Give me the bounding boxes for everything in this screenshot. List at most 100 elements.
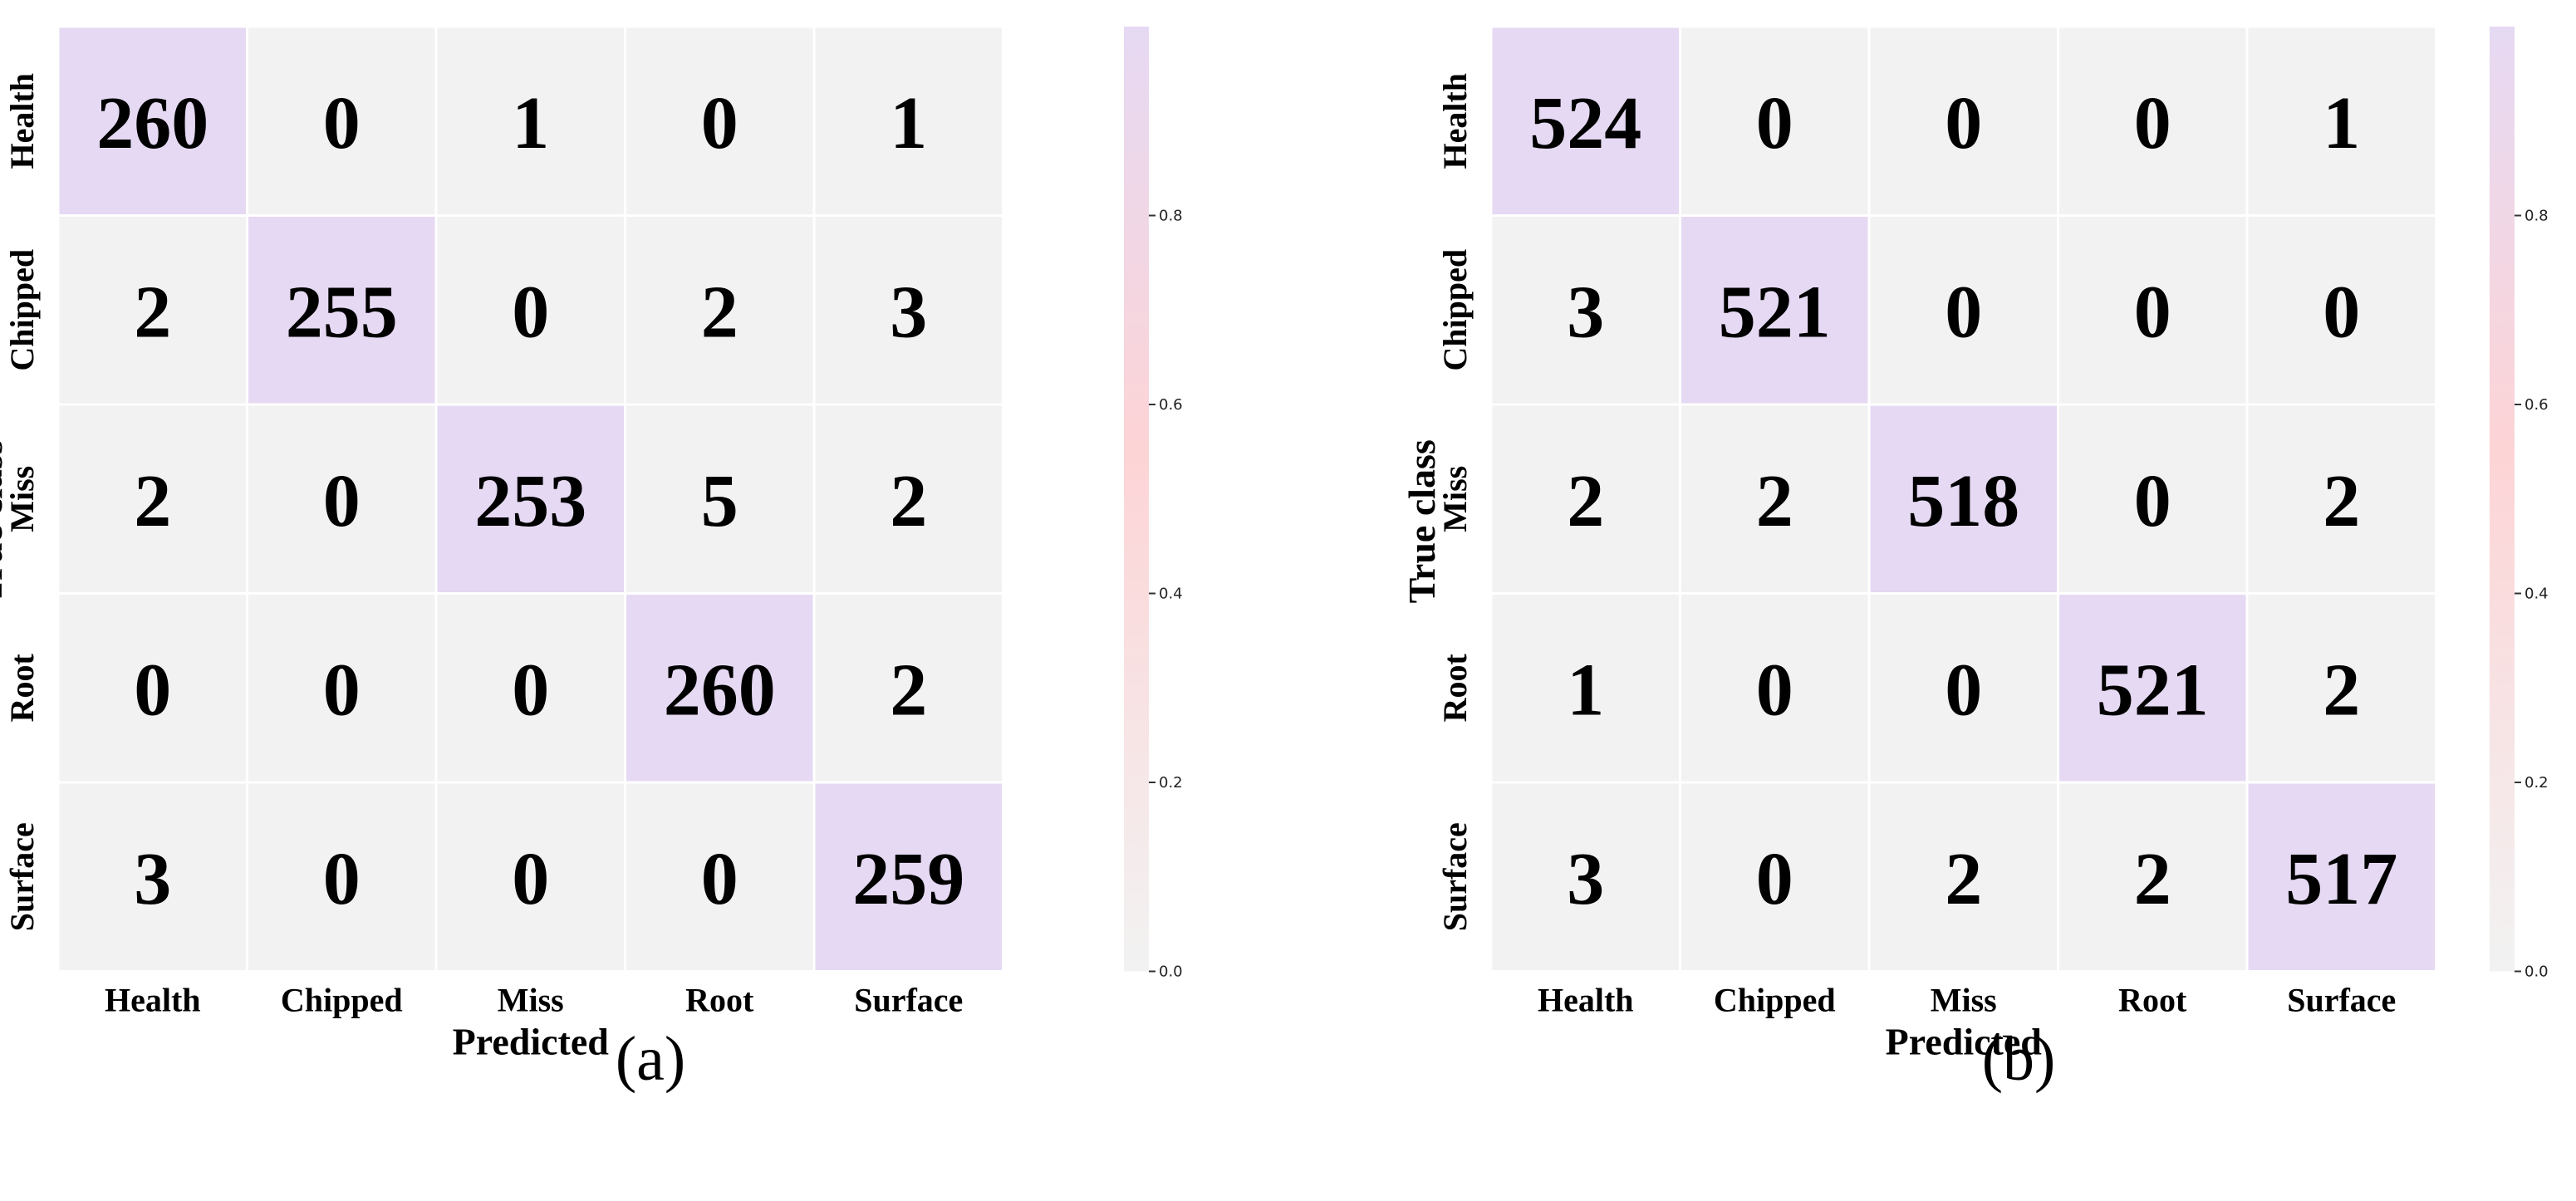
colorbar-tick-label: 0.6 bbox=[2524, 396, 2549, 414]
y-axis-label: True class bbox=[0, 439, 10, 603]
cell-value-label: 524 bbox=[1529, 82, 1641, 164]
heatmap-cell bbox=[624, 25, 816, 217]
heatmap-cell bbox=[1679, 214, 1871, 406]
heatmap-panel-2: 524 0 0 0 1 3 521 0 0 0 2 2 518 0 2 1 0 0 521 2 3 0 2 2 517 Healt… bbox=[1401, 25, 2549, 1094]
heatmap-cell bbox=[812, 781, 1004, 973]
heatmap-cell bbox=[2057, 403, 2249, 595]
cell-value-label: 1 bbox=[2323, 82, 2360, 164]
cell-value-label: 260 bbox=[664, 649, 776, 731]
heatmap-cell bbox=[434, 214, 626, 406]
x-tick-label: Surface bbox=[2287, 982, 2396, 1019]
x-axis-label: Predicted bbox=[1886, 1021, 2043, 1063]
cell-value-label: 3 bbox=[1567, 271, 1604, 353]
heatmap-cell bbox=[246, 25, 438, 217]
y-tick-label: Miss bbox=[3, 466, 41, 532]
panel-label: (a) bbox=[616, 1024, 685, 1094]
cell-value-label: 2 bbox=[2323, 460, 2360, 542]
heatmap-cell bbox=[2245, 781, 2437, 973]
cell-value-label: 253 bbox=[474, 460, 586, 542]
cell-value-label: 0 bbox=[2134, 82, 2171, 164]
y-tick-label: Chipped bbox=[3, 249, 41, 371]
cell-value-label: 0 bbox=[1756, 82, 1793, 164]
heatmap-cell bbox=[2245, 592, 2437, 784]
y-tick-label: Chipped bbox=[1436, 249, 1474, 371]
heatmap-cell bbox=[56, 25, 248, 217]
cell-value-label: 0 bbox=[323, 82, 361, 164]
y-tick-label: Surface bbox=[1436, 822, 1474, 931]
cell-value-label: 0 bbox=[2134, 271, 2171, 353]
cell-value-label: 0 bbox=[1945, 649, 1982, 731]
cell-value-label: 0 bbox=[1756, 838, 1793, 920]
cell-value-label: 0 bbox=[1945, 82, 1982, 164]
cell-value-label: 0 bbox=[512, 838, 549, 920]
x-tick-label: Root bbox=[2118, 982, 2187, 1019]
cell-value-label: 3 bbox=[134, 838, 171, 920]
heatmap-cell bbox=[56, 781, 248, 973]
heatmap-cell bbox=[434, 25, 626, 217]
heatmap-cell bbox=[2057, 25, 2249, 217]
heatmap-cell bbox=[1679, 781, 1871, 973]
cell-value-label: 1 bbox=[512, 82, 549, 164]
cell-value-label: 0 bbox=[323, 460, 361, 542]
cell-value-label: 521 bbox=[1719, 271, 1831, 353]
colorbar-tick-label: 0.0 bbox=[1159, 963, 1183, 981]
heatmap-cell bbox=[2245, 214, 2437, 406]
cell-value-label: 518 bbox=[1907, 460, 2019, 542]
x-tick-label: Health bbox=[1538, 982, 1634, 1019]
y-tick-label: Health bbox=[3, 73, 41, 169]
heatmap-cell bbox=[434, 592, 626, 784]
heatmap-cell bbox=[246, 592, 438, 784]
cell-value-label: 1 bbox=[1567, 649, 1604, 731]
heatmap-cell bbox=[1867, 592, 2059, 784]
colorbar-tick-label: 0.4 bbox=[1159, 586, 1183, 603]
cell-value-label: 0 bbox=[512, 649, 549, 731]
colorbar bbox=[2490, 27, 2515, 972]
heatmap-cell bbox=[1867, 781, 2059, 973]
cell-value-label: 2 bbox=[701, 271, 738, 353]
heatmap-cell bbox=[1489, 25, 1681, 217]
cell-value-label: 0 bbox=[1756, 649, 1793, 731]
x-tick-label: Chipped bbox=[281, 982, 403, 1019]
heatmap-cell bbox=[1867, 403, 2059, 595]
heatmap-cell bbox=[812, 214, 1004, 406]
colorbar bbox=[1124, 27, 1149, 972]
heatmap-cell bbox=[1679, 25, 1871, 217]
colorbar-tick-label: 0.2 bbox=[2524, 774, 2549, 792]
panel-label: (b) bbox=[1982, 1024, 2056, 1094]
colorbar-tick-label: 0.6 bbox=[1159, 396, 1183, 414]
cell-value-label: 517 bbox=[2285, 838, 2397, 920]
heatmap-cell bbox=[624, 592, 816, 784]
heatmap-cell bbox=[812, 592, 1004, 784]
cell-value-label: 0 bbox=[134, 649, 171, 731]
x-tick-label: Miss bbox=[498, 982, 564, 1019]
heatmap-cell bbox=[812, 403, 1004, 595]
cell-value-label: 3 bbox=[1567, 838, 1604, 920]
cell-value-label: 2 bbox=[890, 460, 927, 542]
heatmap-cell bbox=[1489, 781, 1681, 973]
heatmap-cell bbox=[2245, 403, 2437, 595]
x-axis-label: Predicted bbox=[453, 1021, 610, 1063]
colorbar-tick-label: 0.8 bbox=[2524, 208, 2549, 225]
cell-value-label: 260 bbox=[96, 82, 209, 164]
x-tick-label: Health bbox=[105, 982, 201, 1019]
colorbar-tick-label: 0.2 bbox=[1159, 774, 1183, 792]
colorbar-tick-label: 0.8 bbox=[1159, 208, 1183, 225]
cell-value-label: 255 bbox=[286, 271, 398, 353]
heatmap-cell bbox=[1867, 214, 2059, 406]
cell-value-label: 259 bbox=[852, 838, 964, 920]
y-tick-label: Surface bbox=[3, 822, 41, 931]
y-axis-label: True class bbox=[1401, 439, 1443, 603]
cell-value-label: 0 bbox=[701, 838, 738, 920]
cell-value-label: 2 bbox=[134, 460, 171, 542]
colorbar-tick-label: 0.0 bbox=[2524, 963, 2549, 981]
cell-value-label: 2 bbox=[2134, 838, 2171, 920]
heatmap-cell bbox=[246, 781, 438, 973]
heatmap-cell bbox=[434, 403, 626, 595]
x-tick-label: Chipped bbox=[1714, 982, 1836, 1019]
cell-value-label: 0 bbox=[2134, 460, 2171, 542]
heatmap-cell bbox=[2057, 781, 2249, 973]
heatmap-cell bbox=[56, 592, 248, 784]
heatmap-cell bbox=[2057, 214, 2249, 406]
cell-value-label: 521 bbox=[2097, 649, 2209, 731]
